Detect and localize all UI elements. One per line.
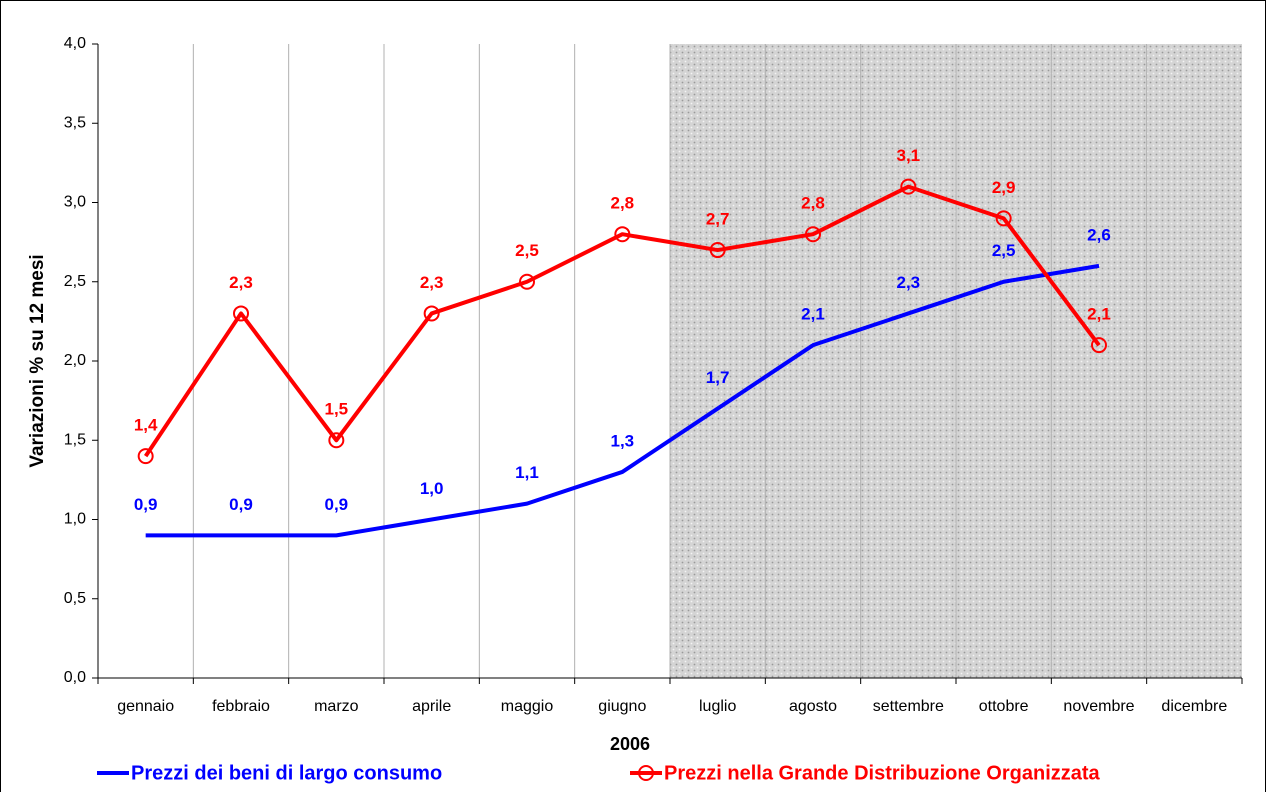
data-point <box>423 305 440 322</box>
y-tick-label: 1,0 <box>64 511 86 528</box>
data-point <box>995 210 1012 227</box>
y-axis-label: Variazioni % su 12 mesi <box>27 254 48 467</box>
series-line <box>144 184 1101 458</box>
data-label: 2,3 <box>897 273 921 292</box>
data-point <box>1091 337 1107 354</box>
data-label: 2,5 <box>992 241 1016 260</box>
y-tick-label: 3,0 <box>64 194 86 211</box>
y-tick-label: 0,0 <box>64 669 86 686</box>
x-axis-label: 2006 <box>610 734 650 754</box>
data-point <box>900 178 917 195</box>
data-label: 2,7 <box>706 210 730 229</box>
x-tick-label: dicembre <box>1161 698 1227 715</box>
data-label: 0,9 <box>229 495 253 514</box>
y-tick-label: 4,0 <box>64 35 86 52</box>
data-label: 2,5 <box>515 241 539 260</box>
y-tick-label: 1,5 <box>64 431 86 448</box>
x-tick-label: giugno <box>598 698 646 715</box>
data-label: 1,0 <box>420 479 444 498</box>
x-tick-label: ottobre <box>979 698 1029 715</box>
data-point <box>805 226 821 243</box>
x-tick-label: gennaio <box>117 698 174 715</box>
data-point <box>137 448 154 465</box>
data-point <box>614 226 631 243</box>
legend-marker <box>638 765 654 781</box>
data-label: 0,9 <box>134 495 158 514</box>
data-label: 1,7 <box>706 368 730 387</box>
data-label: 2,3 <box>229 273 253 292</box>
x-tick-label: febbraio <box>212 698 270 715</box>
data-label: 2,8 <box>611 194 635 213</box>
legend-label: Prezzi nella Grande Distribuzione Organi… <box>664 762 1101 784</box>
data-label: 1,4 <box>134 416 158 435</box>
x-tick-label: agosto <box>789 698 837 715</box>
y-tick-label: 3,5 <box>64 114 86 131</box>
x-tick-label: aprile <box>412 698 451 715</box>
data-label: 1,3 <box>611 431 635 450</box>
data-label: 2,6 <box>1087 225 1111 244</box>
data-label: 2,1 <box>1087 305 1111 324</box>
data-label: 1,1 <box>515 463 539 482</box>
x-tick-label: marzo <box>314 698 359 715</box>
data-label: 0,9 <box>325 495 349 514</box>
series-line <box>145 263 1100 538</box>
data-label: 2,1 <box>801 305 825 324</box>
data-label: 3,1 <box>897 146 921 165</box>
data-label: 2,8 <box>801 194 825 213</box>
data-label: 2,9 <box>992 178 1016 197</box>
y-tick-label: 0,5 <box>64 590 86 607</box>
data-point <box>519 273 535 290</box>
x-tick-label: settembre <box>873 698 944 715</box>
x-tick-label: maggio <box>501 698 554 715</box>
x-tick-label: novembre <box>1063 698 1134 715</box>
y-tick-label: 2,0 <box>64 352 86 369</box>
data-label: 1,5 <box>325 400 349 419</box>
y-tick-label: 2,5 <box>64 273 86 290</box>
data-label: 2,3 <box>420 273 444 292</box>
data-point <box>328 432 345 449</box>
data-point <box>233 305 249 322</box>
data-point <box>709 242 726 259</box>
x-tick-label: luglio <box>699 698 736 715</box>
legend-label: Prezzi dei beni di largo consumo <box>131 762 442 784</box>
